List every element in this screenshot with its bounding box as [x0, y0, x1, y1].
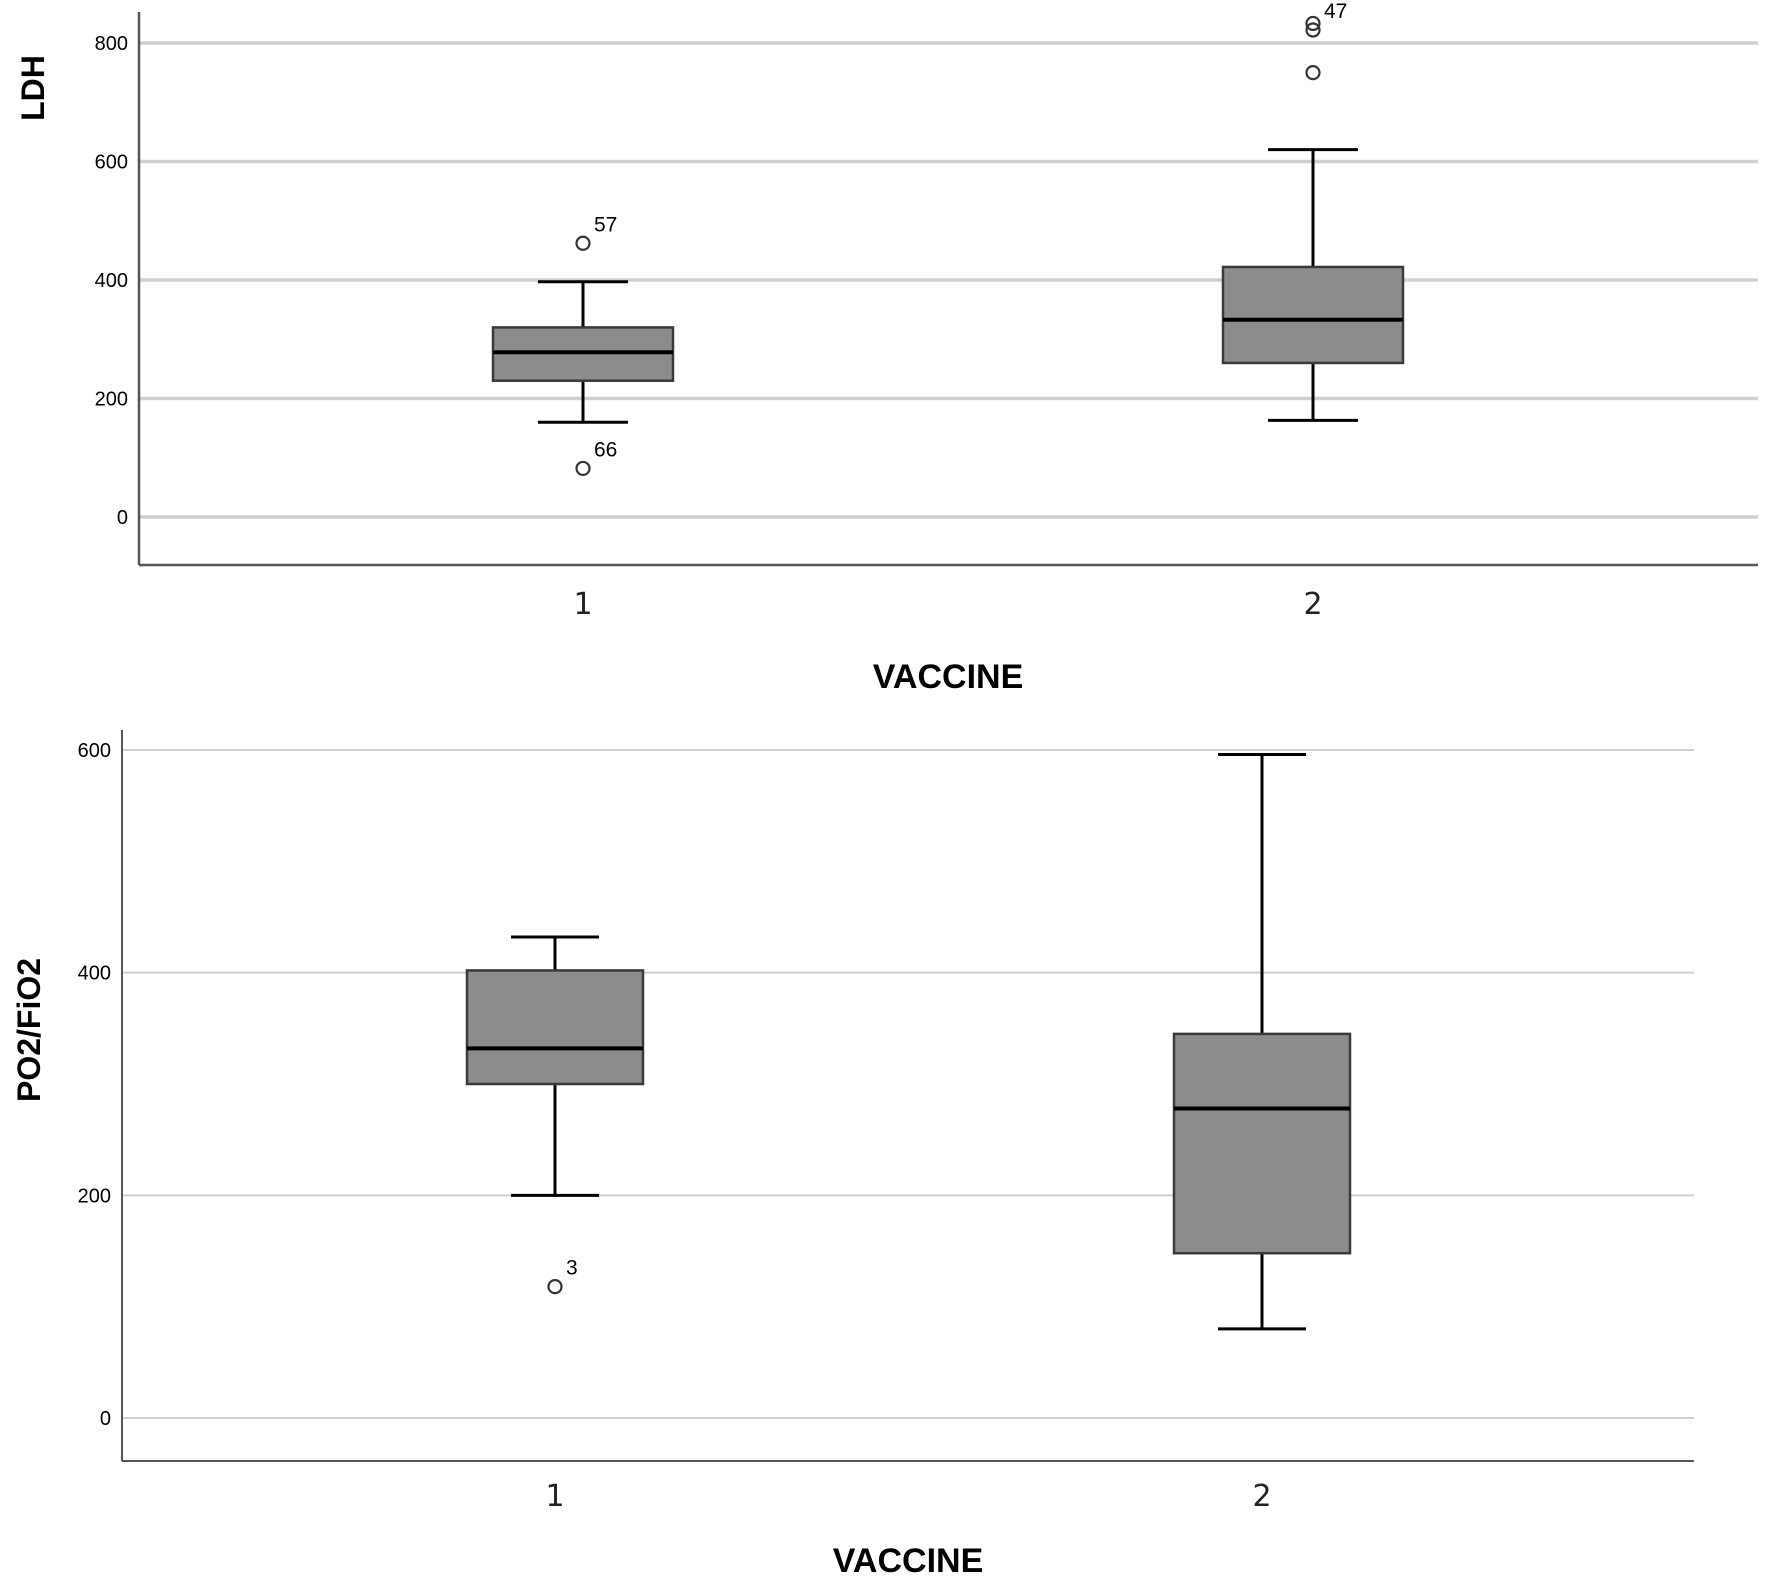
- y-tick-label: 600: [78, 740, 111, 762]
- y-tick-label: 200: [95, 389, 128, 411]
- ldh-boxplot-chart: 0 200 400 600 800 LDH VACCINE 57 66 1 47 2: [15, 0, 1758, 696]
- y-axis-title: PO2/FiO2: [11, 958, 47, 1102]
- x-axis-title: VACCINE: [833, 1542, 984, 1580]
- outlier-point: [1305, 65, 1321, 81]
- x-axis-title: VACCINE: [873, 658, 1024, 696]
- outlier-label: 66: [594, 438, 617, 461]
- y-tick-label: 200: [78, 1185, 111, 1207]
- x-tick-label: 2: [1252, 1479, 1271, 1514]
- outlier-point: [1305, 15, 1321, 32]
- outlier-point: [575, 235, 591, 251]
- po2-fio2-boxplot-chart: 0 200 400 600 PO2/FiO2 VACCINE 3 1 2: [11, 730, 1694, 1580]
- outlier-point: [547, 1279, 563, 1295]
- iqr-box: [1172, 1032, 1352, 1255]
- outlier-point: [575, 460, 591, 477]
- outlier-label: 57: [594, 213, 617, 236]
- y-axis-title: LDH: [15, 55, 51, 121]
- y-tick-label: 0: [100, 1408, 111, 1430]
- y-tick-label: 800: [95, 33, 128, 55]
- y-tick-label: 400: [78, 963, 111, 985]
- x-tick-label: 2: [1303, 587, 1322, 622]
- y-tick-label: 0: [117, 507, 128, 529]
- y-tick-label: 600: [95, 152, 128, 174]
- box-group-2: 47: [1221, 0, 1405, 422]
- iqr-box: [465, 969, 645, 1086]
- box-group-1: 57 66: [491, 213, 675, 477]
- x-tick-label: 1: [545, 1479, 564, 1514]
- outlier-label: 47: [1324, 0, 1347, 23]
- x-tick-label: 1: [573, 587, 592, 622]
- y-tick-label: 400: [95, 270, 128, 292]
- box-group-1: 3: [465, 935, 645, 1295]
- outlier-label: 3: [566, 1257, 578, 1280]
- outlier-point: [1305, 22, 1321, 38]
- box-group-2: [1172, 752, 1352, 1331]
- iqr-box: [1221, 265, 1405, 365]
